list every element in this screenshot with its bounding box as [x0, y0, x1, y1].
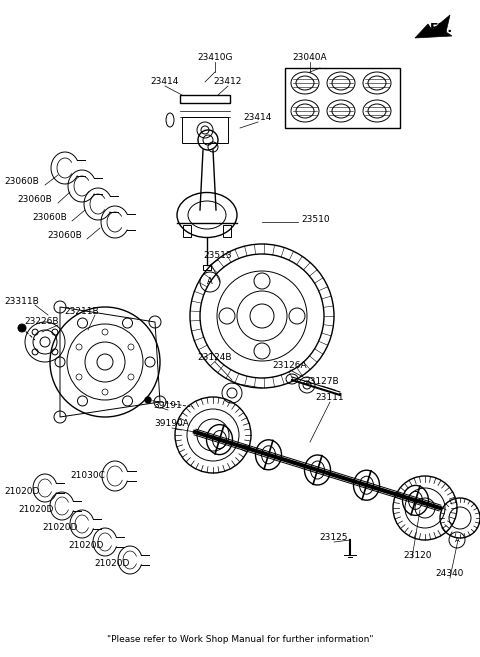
Text: 23410G: 23410G [197, 53, 233, 62]
Text: A: A [455, 537, 459, 543]
Text: 23120: 23120 [404, 551, 432, 560]
Text: 23414: 23414 [151, 78, 179, 87]
Text: 21020D: 21020D [4, 487, 40, 497]
Bar [183, 225, 191, 237]
Text: 21020D: 21020D [18, 505, 54, 514]
Text: A: A [207, 277, 213, 286]
Polygon shape [415, 15, 452, 38]
Text: 23412: 23412 [214, 78, 242, 87]
Text: 39190A: 39190A [155, 420, 190, 428]
Text: 24340: 24340 [436, 570, 464, 579]
Text: 23060B: 23060B [48, 231, 83, 240]
Text: 23111: 23111 [316, 394, 344, 403]
Text: 23125: 23125 [320, 533, 348, 543]
Bar [285, 68, 400, 128]
Circle shape [18, 324, 26, 332]
Text: 23126A: 23126A [273, 361, 307, 371]
Circle shape [145, 397, 151, 403]
Text: 23060B: 23060B [33, 214, 67, 223]
Text: 23510: 23510 [302, 215, 330, 225]
Text: 23127B: 23127B [305, 378, 339, 386]
Text: 23060B: 23060B [18, 196, 52, 204]
Text: "Please refer to Work Shop Manual for further information": "Please refer to Work Shop Manual for fu… [107, 635, 373, 643]
Text: FR.: FR. [430, 22, 453, 35]
Bar [223, 225, 231, 237]
Text: 23414: 23414 [244, 114, 272, 122]
Text: 23226B: 23226B [25, 317, 59, 327]
Text: 23060B: 23060B [5, 177, 39, 187]
Bar [182, 117, 228, 143]
Text: 21030C: 21030C [71, 472, 106, 480]
Text: 23040A: 23040A [293, 53, 327, 62]
Bar [203, 265, 211, 270]
Text: 23211B: 23211B [65, 307, 99, 317]
Text: 21020D: 21020D [94, 560, 130, 568]
Text: 23513: 23513 [204, 252, 232, 260]
Text: 21020D: 21020D [68, 541, 104, 551]
Text: 23124B: 23124B [198, 353, 232, 363]
Text: 39191: 39191 [154, 401, 182, 411]
Text: 23311B: 23311B [5, 298, 39, 307]
Bar [180, 95, 230, 103]
Text: 21020D: 21020D [42, 524, 78, 533]
